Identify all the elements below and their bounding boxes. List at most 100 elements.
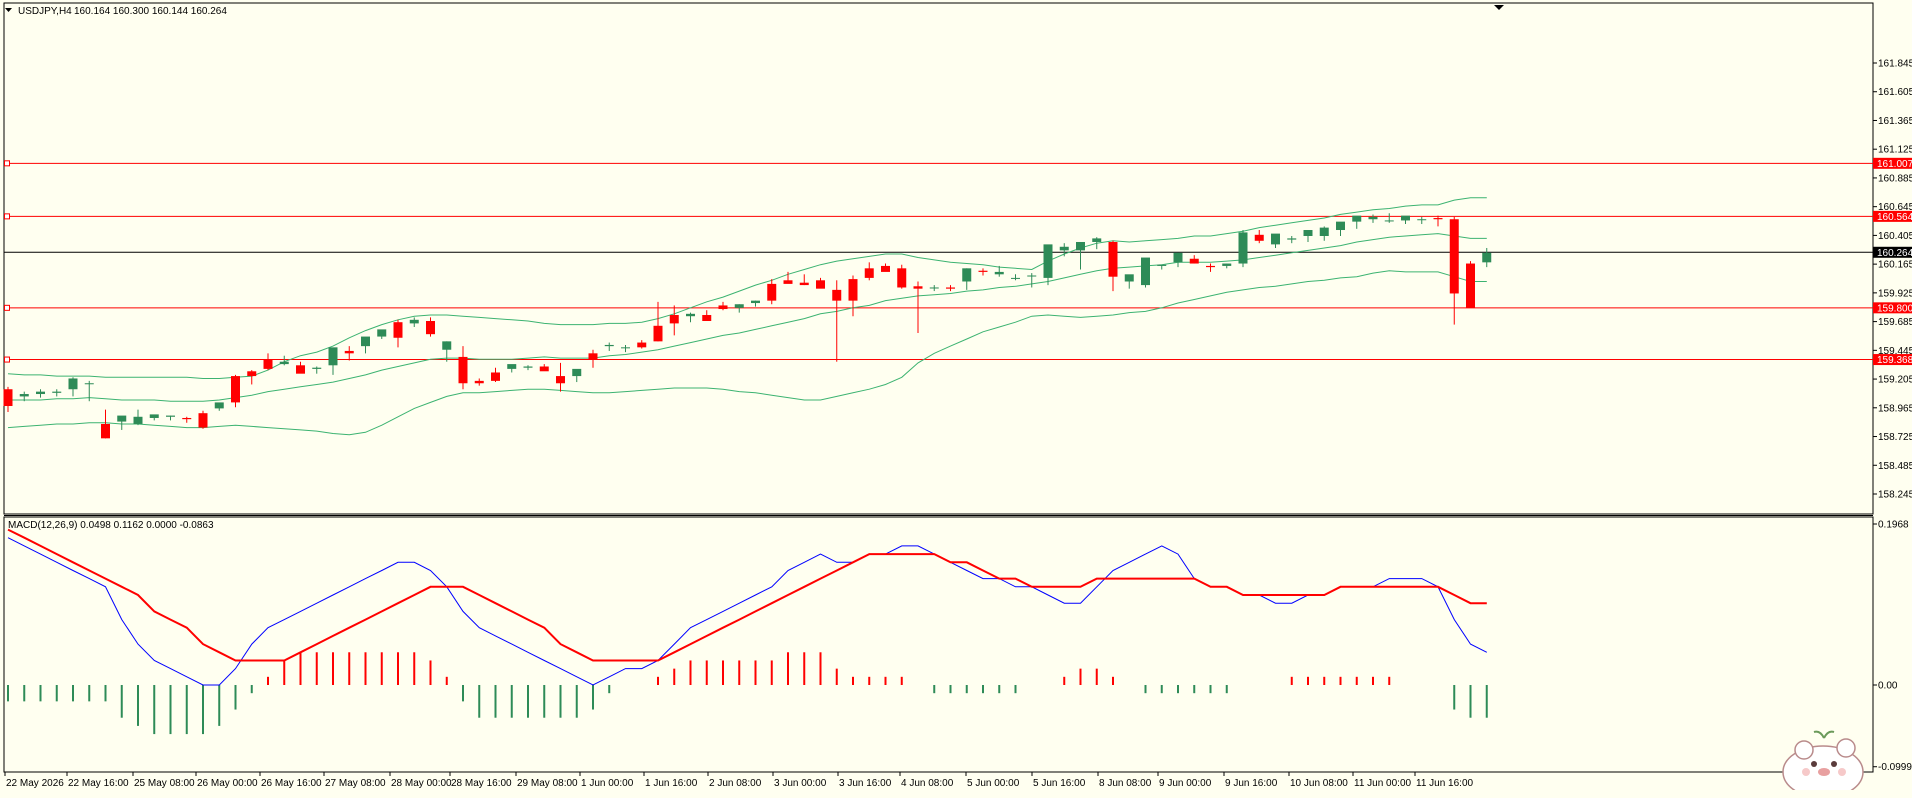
candle — [718, 301, 728, 311]
window-menu-icon — [5, 8, 12, 12]
candle-body — [214, 402, 224, 409]
candle-body — [279, 361, 289, 365]
candle — [377, 329, 387, 339]
level-anchor-handle — [4, 356, 10, 363]
price-axis-label: 158.965 — [1878, 403, 1912, 414]
candle-body — [328, 347, 338, 366]
candle-body — [539, 366, 549, 372]
time-axis-label: 8 Jun 08:00 — [1099, 778, 1152, 789]
candle — [1189, 255, 1199, 264]
candle-body — [1319, 227, 1329, 236]
candle — [653, 301, 663, 342]
candle — [458, 346, 468, 390]
candle-body — [767, 283, 777, 301]
candle — [1384, 213, 1394, 223]
candle — [816, 277, 825, 289]
candle-body — [1466, 263, 1475, 308]
candle — [734, 304, 744, 313]
candle-body — [296, 365, 305, 374]
candle-body — [361, 336, 370, 347]
candle — [702, 310, 712, 322]
macd-line — [7, 537, 1488, 686]
candle — [214, 402, 224, 411]
candle — [442, 341, 452, 362]
candle — [1027, 273, 1037, 288]
candle-body — [1287, 238, 1297, 240]
macd-axis-label: 0.1968 — [1878, 520, 1909, 531]
candle-body — [897, 268, 907, 288]
candle-body — [864, 268, 874, 278]
candle-body — [946, 287, 955, 289]
time-axis-label: 10 Jun 08:00 — [1290, 778, 1348, 789]
candle-body — [133, 416, 143, 424]
bollinger-lower-line — [7, 270, 1487, 436]
candle — [1336, 221, 1345, 236]
current-price-label: 160.264 — [1877, 248, 1912, 259]
candle — [751, 300, 760, 307]
candle-body — [556, 376, 565, 384]
candle — [864, 262, 874, 281]
candle-body — [507, 364, 517, 369]
bollinger-upper-line — [7, 197, 1487, 379]
candle — [621, 344, 630, 353]
candle — [1271, 233, 1280, 248]
macd-axis-label: -0.0999 — [1878, 762, 1912, 773]
level-anchor-handle — [4, 213, 10, 220]
candle-body — [198, 413, 208, 428]
candle-body — [84, 383, 94, 385]
current-price-tag — [1873, 246, 1912, 258]
level-price-tag — [1873, 210, 1912, 222]
macd-panel-frame — [3, 516, 1874, 773]
candle-body — [994, 271, 1004, 275]
time-axis-label: 9 Jun 16:00 — [1225, 778, 1278, 789]
level-price-tag — [1873, 354, 1912, 366]
candle-body — [474, 380, 484, 384]
candle — [344, 346, 354, 361]
candle-body — [1206, 265, 1215, 268]
candle — [1124, 274, 1134, 289]
time-axis-label: 26 May 16:00 — [261, 778, 322, 789]
candle-body — [734, 304, 744, 308]
candle-body — [182, 417, 192, 420]
candle-body — [409, 319, 419, 324]
candle — [117, 415, 127, 430]
candle — [312, 366, 322, 374]
candle — [328, 347, 338, 375]
candle — [474, 378, 484, 386]
candle — [523, 365, 533, 371]
candle — [848, 275, 858, 317]
candle-body — [962, 268, 972, 282]
candle — [68, 377, 78, 397]
candle — [19, 391, 29, 402]
candle — [231, 374, 240, 408]
candle-body — [312, 367, 322, 369]
candle — [101, 409, 110, 439]
time-axis-label: 4 Jun 08:00 — [901, 778, 954, 789]
candle — [1043, 244, 1053, 286]
candle — [1303, 230, 1313, 242]
time-axis-label: 2 Jun 08:00 — [709, 778, 762, 789]
candle-body — [1336, 221, 1345, 231]
time-axis-label: 11 Jun 16:00 — [1416, 778, 1474, 789]
level-price-tag — [1873, 302, 1912, 314]
candle — [913, 281, 923, 333]
time-axis-label: 1 Jun 16:00 — [645, 778, 698, 789]
mascot-watermark-icon — [1782, 730, 1864, 790]
candle — [1401, 215, 1410, 225]
candle-body — [52, 391, 62, 393]
candle — [994, 265, 1004, 277]
price-axis-label: 159.205 — [1878, 375, 1912, 386]
candle-body — [588, 353, 598, 360]
candle — [978, 268, 988, 276]
candle — [361, 336, 370, 354]
candle — [279, 355, 289, 366]
candle-body — [1157, 264, 1167, 266]
candle — [426, 317, 435, 337]
candle — [962, 268, 972, 290]
candle-body — [1271, 233, 1280, 245]
candle-body — [117, 415, 127, 422]
candle — [572, 368, 582, 383]
price-axis-label: 159.685 — [1878, 317, 1912, 328]
candle-body — [718, 305, 728, 310]
